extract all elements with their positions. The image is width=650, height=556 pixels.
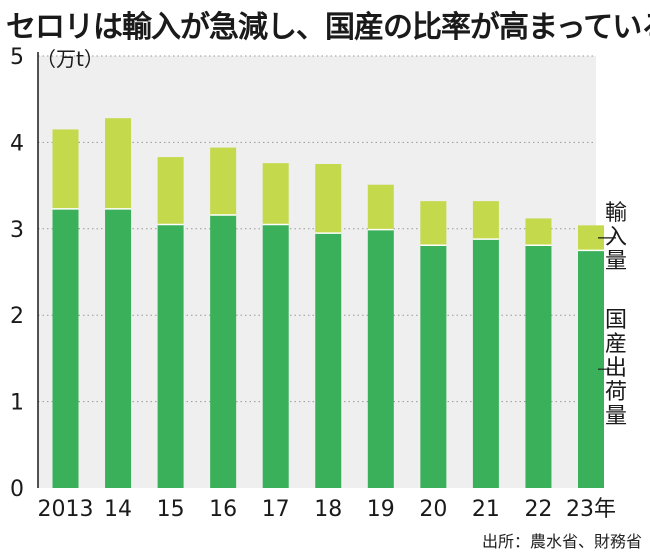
x-tick-label: 15 (157, 497, 185, 522)
chart-title: セロリは輸入が急減し、国産の比率が高まっている (6, 10, 650, 45)
source-note: 出所：農水省、財務省 (481, 532, 642, 551)
bar-import-5 (315, 164, 342, 234)
y-tick-label: 3 (10, 218, 24, 243)
x-tick-label: 21 (472, 497, 500, 522)
bar-import-3 (210, 147, 237, 215)
bar-domestic-1 (105, 208, 132, 489)
bar-import-6 (367, 184, 394, 230)
bar-domestic-2 (157, 224, 184, 489)
x-tick-label: 2013 (38, 497, 94, 522)
bar-domestic-7 (420, 245, 447, 488)
bars (52, 118, 604, 489)
bar-domestic-8 (472, 239, 499, 488)
x-tick-labels: 2013 14 15 16 17 18 19 20 21 22 23年 (38, 497, 617, 522)
bar-domestic-0 (52, 208, 79, 489)
bar-import-2 (157, 157, 184, 225)
bar-import-4 (262, 163, 289, 225)
bar-domestic-5 (315, 233, 342, 488)
x-tick-label: 23年 (566, 497, 616, 522)
x-tick-label: 16 (209, 497, 237, 522)
bar-domestic-6 (367, 229, 394, 488)
x-tick-label: 18 (314, 497, 342, 522)
bar-import-0 (52, 129, 79, 209)
y-tick-label: 0 (10, 477, 24, 502)
bar-import-7 (420, 201, 447, 246)
legend-label-domestic: 国産出荷量 (604, 308, 627, 430)
y-tick-label: 5 (10, 45, 24, 70)
bar-import-1 (105, 118, 132, 209)
x-tick-label: 22 (524, 497, 552, 522)
bar-import-9 (525, 218, 552, 246)
legend-leader-lines (598, 237, 616, 370)
y-tick-label: 2 (10, 304, 24, 329)
x-tick-label: 20 (419, 497, 447, 522)
x-tick-label: 17 (262, 497, 290, 522)
x-tick-label: 14 (104, 497, 132, 522)
y-tick-label: 1 (10, 391, 24, 416)
bar-domestic-9 (525, 245, 552, 488)
bar-domestic-4 (262, 224, 289, 489)
bar-domestic-3 (210, 214, 237, 488)
x-tick-label: 19 (367, 497, 395, 522)
y-axis-unit: （万t） (36, 47, 104, 71)
bar-import-8 (472, 201, 499, 240)
legend-label-import: 輸入量 (604, 200, 627, 274)
y-tick-labels: 0 1 2 3 4 5 (10, 45, 24, 502)
y-tick-label: 4 (10, 131, 24, 156)
